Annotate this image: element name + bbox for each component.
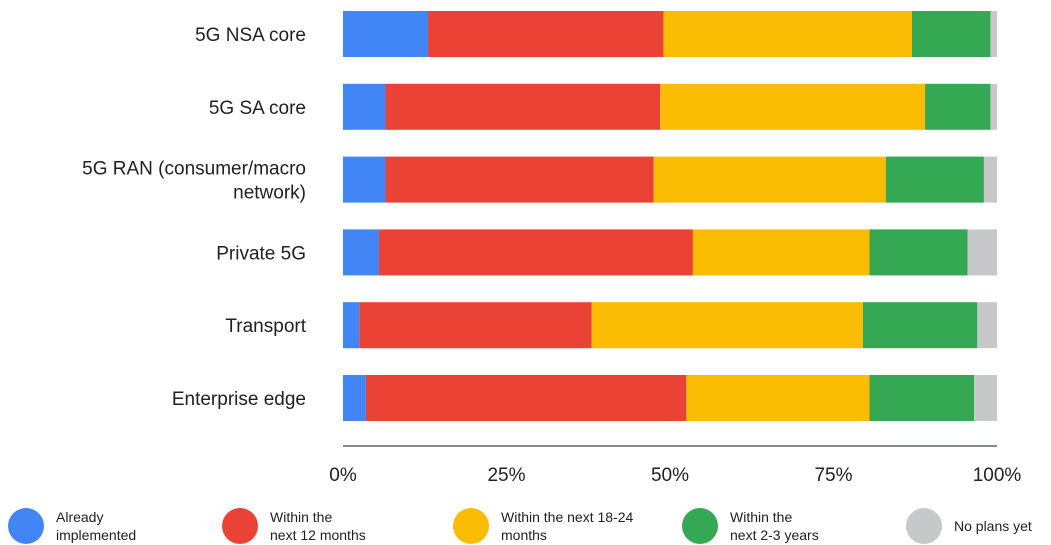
x-tick-label: 75% bbox=[814, 465, 852, 486]
legend-label: Within the next 12 months bbox=[270, 509, 366, 543]
category-label: Private 5G bbox=[216, 243, 306, 264]
legend-label: Within the next 18-24 months bbox=[501, 509, 634, 543]
legend-label: Already implemented bbox=[56, 509, 137, 543]
bar-segment bbox=[869, 229, 968, 276]
category-label: 5G NSA core bbox=[195, 25, 306, 46]
bar-segment bbox=[428, 11, 664, 57]
bar-segment bbox=[692, 229, 870, 276]
bar-segment bbox=[378, 229, 693, 276]
bar-segment bbox=[663, 11, 912, 57]
bar-segment bbox=[343, 375, 366, 421]
legend-label: No plans yet bbox=[954, 518, 1032, 534]
bar-segment bbox=[343, 302, 360, 349]
legend-item: Within the next 18-24 months bbox=[453, 508, 633, 544]
category-label: 5G SA core bbox=[209, 98, 306, 119]
bar-segment bbox=[343, 11, 429, 57]
legend: Already implemented Within the next 12 mo… bbox=[0, 500, 1051, 545]
category-label: Enterprise edge bbox=[172, 389, 306, 410]
bar-segment bbox=[983, 156, 997, 203]
bar-segment bbox=[686, 375, 870, 421]
bar-segment bbox=[591, 302, 863, 349]
legend-item: Within the next 12 months bbox=[222, 508, 366, 544]
bar-segment bbox=[660, 83, 926, 130]
bar-segment bbox=[365, 375, 687, 421]
x-tick-label: 100% bbox=[973, 465, 1022, 486]
bar-segment bbox=[990, 11, 997, 57]
legend-swatch bbox=[682, 508, 718, 544]
bar-segment bbox=[974, 375, 997, 421]
legend-swatch bbox=[222, 508, 258, 544]
bar-segment bbox=[385, 83, 661, 130]
bar-segment bbox=[359, 302, 592, 349]
stacked-bar-chart: 5G NSA core 5G SA core 5G RAN (consumer/ma… bbox=[82, 11, 1022, 486]
bar-segment bbox=[977, 302, 997, 349]
bar-segment bbox=[385, 156, 654, 203]
x-tick-label: 0% bbox=[329, 465, 357, 486]
bar-segment bbox=[862, 302, 978, 349]
bar-segment bbox=[911, 11, 991, 57]
bar-segment bbox=[653, 156, 886, 203]
legend-label: Within the next 2-3 years bbox=[730, 509, 819, 543]
bar-segment bbox=[343, 156, 386, 203]
bar-segment bbox=[869, 375, 975, 421]
legend-item: Already implemented bbox=[8, 508, 136, 544]
bar-segment bbox=[925, 83, 991, 130]
bar-segment bbox=[343, 83, 386, 130]
category-label: 5G RAN (consumer/macro network) bbox=[82, 159, 306, 204]
bar-segment bbox=[990, 83, 997, 130]
legend-swatch bbox=[8, 508, 44, 544]
legend-item: No plans yet bbox=[906, 508, 1032, 544]
bar-segment bbox=[343, 229, 379, 276]
legend-swatch bbox=[906, 508, 942, 544]
legend-swatch bbox=[453, 508, 489, 544]
bar-segment bbox=[967, 229, 997, 276]
x-tick-label: 50% bbox=[651, 465, 689, 486]
x-tick-label: 25% bbox=[487, 465, 525, 486]
bar-segment bbox=[885, 156, 984, 203]
category-label: Transport bbox=[225, 316, 306, 337]
legend-item: Within the next 2-3 years bbox=[682, 508, 819, 544]
